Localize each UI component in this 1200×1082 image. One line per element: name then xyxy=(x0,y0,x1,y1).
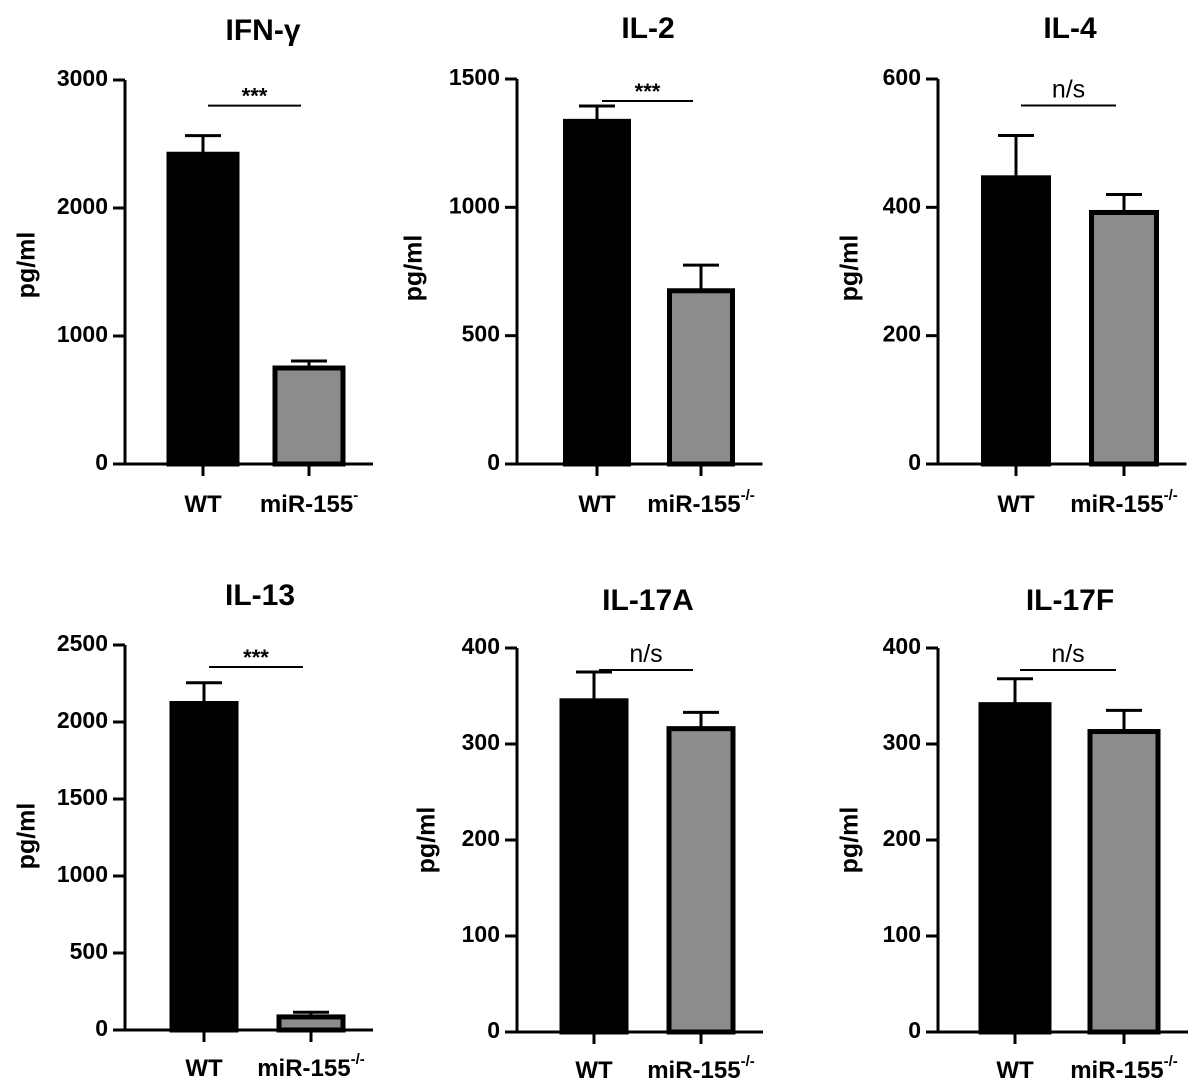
chart-title: IL-2 xyxy=(621,12,674,45)
y-tick-label: 0 xyxy=(95,449,108,475)
category-label: WT xyxy=(184,491,222,518)
y-tick-label: 200 xyxy=(883,321,921,347)
chart-title: IL-4 xyxy=(1043,12,1097,45)
significance-label: *** xyxy=(635,79,661,104)
y-tick-label: 2500 xyxy=(57,630,108,656)
y-tick-label: 0 xyxy=(487,1017,500,1043)
category-name: WT xyxy=(997,491,1035,518)
y-tick-label: 300 xyxy=(883,729,921,755)
category-name: miR-155 xyxy=(1070,491,1163,518)
chart-panel: IFN-γ pg/ml 0 1000 2000 3000 WT miR-155- *** xyxy=(13,14,373,518)
category-label: miR-155-/- xyxy=(647,1053,755,1082)
y-axis-label: pg/ml xyxy=(13,232,41,299)
bar-mir155 xyxy=(272,365,346,467)
chart-title: IL-17F xyxy=(1026,584,1114,617)
bar-mir155 xyxy=(667,288,735,467)
category-superscript: -/- xyxy=(1164,487,1178,504)
chart-title: IL-17A xyxy=(602,584,694,617)
y-tick-label: 300 xyxy=(462,729,500,755)
category-label: WT xyxy=(996,1057,1034,1082)
y-axis-label: pg/ml xyxy=(400,235,428,302)
category-name: WT xyxy=(578,491,616,518)
y-tick-label: 3000 xyxy=(57,65,108,91)
y-tick-label: 600 xyxy=(883,64,921,90)
chart-title: IL-13 xyxy=(225,579,295,612)
y-tick-label: 2000 xyxy=(57,707,108,733)
y-tick-label: 500 xyxy=(70,938,108,964)
category-name: miR-155 xyxy=(1070,1057,1163,1082)
bar-mir155 xyxy=(276,1014,346,1033)
category-superscript: -/- xyxy=(741,1053,755,1070)
y-tick-label: 1000 xyxy=(57,861,108,887)
y-tick-label: 400 xyxy=(462,633,500,659)
y-tick-label: 400 xyxy=(883,192,921,218)
y-tick-label: 0 xyxy=(487,449,500,475)
bar-wt xyxy=(166,151,240,467)
category-label: miR-155-/- xyxy=(1070,487,1178,518)
y-tick-label: 1500 xyxy=(449,64,500,90)
category-label: miR-155-/- xyxy=(257,1051,365,1082)
category-name: miR-155 xyxy=(647,1057,740,1082)
category-label: WT xyxy=(185,1055,223,1082)
category-superscript: -/- xyxy=(741,487,755,504)
category-name: miR-155 xyxy=(257,1055,350,1082)
significance-label: *** xyxy=(243,645,269,670)
bar-wt xyxy=(559,698,629,1035)
bar-wt xyxy=(978,702,1052,1035)
bar-wt xyxy=(563,118,631,467)
category-label: WT xyxy=(578,491,616,518)
category-name: miR-155 xyxy=(260,491,353,518)
chart-panel: IL-13 pg/ml 0 500 1000 1500 2000 2500 WT miR-155-… xyxy=(13,579,373,1082)
y-axis-label: pg/ml xyxy=(413,807,441,874)
significance-label: n/s xyxy=(1052,75,1085,103)
category-label: miR-155- xyxy=(260,487,358,518)
y-tick-label: 0 xyxy=(95,1015,108,1041)
category-name: WT xyxy=(996,1057,1034,1082)
y-tick-label: 2000 xyxy=(57,193,108,219)
bar-wt xyxy=(981,175,1051,467)
chart-title: IFN-γ xyxy=(226,14,301,47)
bar-mir155 xyxy=(1089,209,1159,467)
y-axis-label: pg/ml xyxy=(836,235,864,302)
chart-panel: IL-2 pg/ml 0 500 1000 1500 WT miR-155-/- *** xyxy=(400,12,763,518)
y-tick-label: 200 xyxy=(883,825,921,851)
chart-panel: IL-17A pg/ml 0 100 200 300 400 WT miR-155-/- n/s xyxy=(413,584,763,1082)
category-name: WT xyxy=(575,1057,613,1082)
y-tick-label: 1000 xyxy=(57,321,108,347)
category-superscript: -/- xyxy=(1164,1053,1178,1070)
y-tick-label: 200 xyxy=(462,825,500,851)
category-label: WT xyxy=(575,1057,613,1082)
y-axis-label: pg/ml xyxy=(836,807,864,874)
y-tick-label: 1000 xyxy=(449,192,500,218)
y-tick-label: 500 xyxy=(462,321,500,347)
category-label: miR-155-/- xyxy=(1070,1053,1178,1082)
category-name: miR-155 xyxy=(647,491,740,518)
category-name: WT xyxy=(184,491,222,518)
y-tick-label: 100 xyxy=(883,921,921,947)
chart-panel: IL-17F pg/ml 0 100 200 300 400 WT miR-155-/- n/s xyxy=(836,584,1188,1082)
y-axis-label: pg/ml xyxy=(13,803,41,870)
y-tick-label: 400 xyxy=(883,633,921,659)
category-superscript: -/- xyxy=(351,1051,365,1068)
bar-mir155 xyxy=(1087,729,1161,1035)
y-tick-label: 0 xyxy=(908,1017,921,1043)
y-tick-label: 100 xyxy=(462,921,500,947)
category-label: miR-155-/- xyxy=(647,487,755,518)
y-tick-label: 1500 xyxy=(57,784,108,810)
category-label: WT xyxy=(997,491,1035,518)
bar-wt xyxy=(169,701,239,1033)
bar-mir155 xyxy=(666,726,736,1035)
category-name: WT xyxy=(185,1055,223,1082)
category-superscript: - xyxy=(353,487,358,504)
significance-label: n/s xyxy=(1051,640,1084,668)
y-tick-label: 0 xyxy=(908,449,921,475)
significance-label: *** xyxy=(242,84,268,109)
chart-panel: IL-4 pg/ml 0 200 400 600 WT miR-155-/- n/s xyxy=(836,12,1187,518)
significance-label: n/s xyxy=(629,640,662,668)
